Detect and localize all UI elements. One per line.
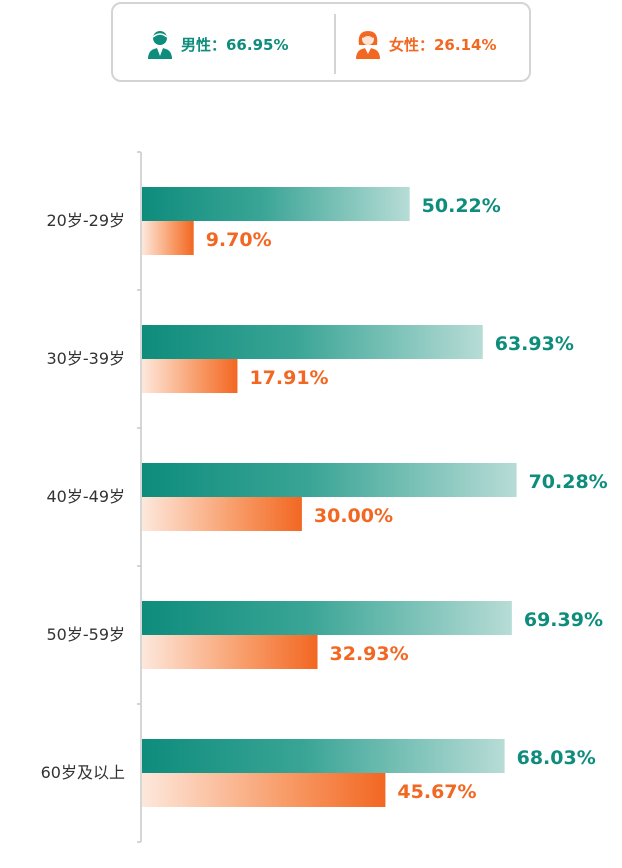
category-label: 40岁-49岁 xyxy=(47,487,126,506)
category-label: 60岁及以上 xyxy=(41,763,125,782)
male-value-label: 50.22% xyxy=(422,195,501,217)
male-bar xyxy=(142,187,410,221)
category-label: 30岁-39岁 xyxy=(47,349,126,368)
female-person-icon xyxy=(356,31,380,59)
male-bar xyxy=(142,325,483,359)
female-bar xyxy=(142,221,194,255)
male-bar xyxy=(142,601,512,635)
female-bar xyxy=(142,359,238,393)
female-bar xyxy=(142,773,386,807)
female-value-label: 17.91% xyxy=(249,367,328,389)
category-label: 20岁-29岁 xyxy=(47,211,126,230)
female-value-label: 30.00% xyxy=(314,505,393,527)
male-value-label: 70.28% xyxy=(529,471,608,493)
male-value-label: 68.03% xyxy=(517,747,596,769)
female-bar xyxy=(142,635,318,669)
female-value-label: 9.70% xyxy=(206,229,272,251)
legend-item-female: 女性：26.14% xyxy=(355,28,496,60)
legend: 男性：66.95% 女性：26.14% xyxy=(111,2,531,82)
legend-item-male: 男性：66.95% xyxy=(147,28,288,60)
male-bar xyxy=(142,739,505,773)
male-value-label: 69.39% xyxy=(524,609,603,631)
male-person-icon xyxy=(148,31,172,59)
legend-divider xyxy=(334,14,336,74)
female-bar xyxy=(142,497,302,531)
legend-female-label: 女性：26.14% xyxy=(389,35,497,54)
category-label: 50岁-59岁 xyxy=(47,625,126,644)
male-bar xyxy=(142,463,517,497)
female-value-label: 45.67% xyxy=(397,781,476,803)
legend-male-label: 男性：66.95% xyxy=(181,35,289,54)
female-value-label: 32.93% xyxy=(330,643,409,665)
male-value-label: 63.93% xyxy=(495,333,574,355)
